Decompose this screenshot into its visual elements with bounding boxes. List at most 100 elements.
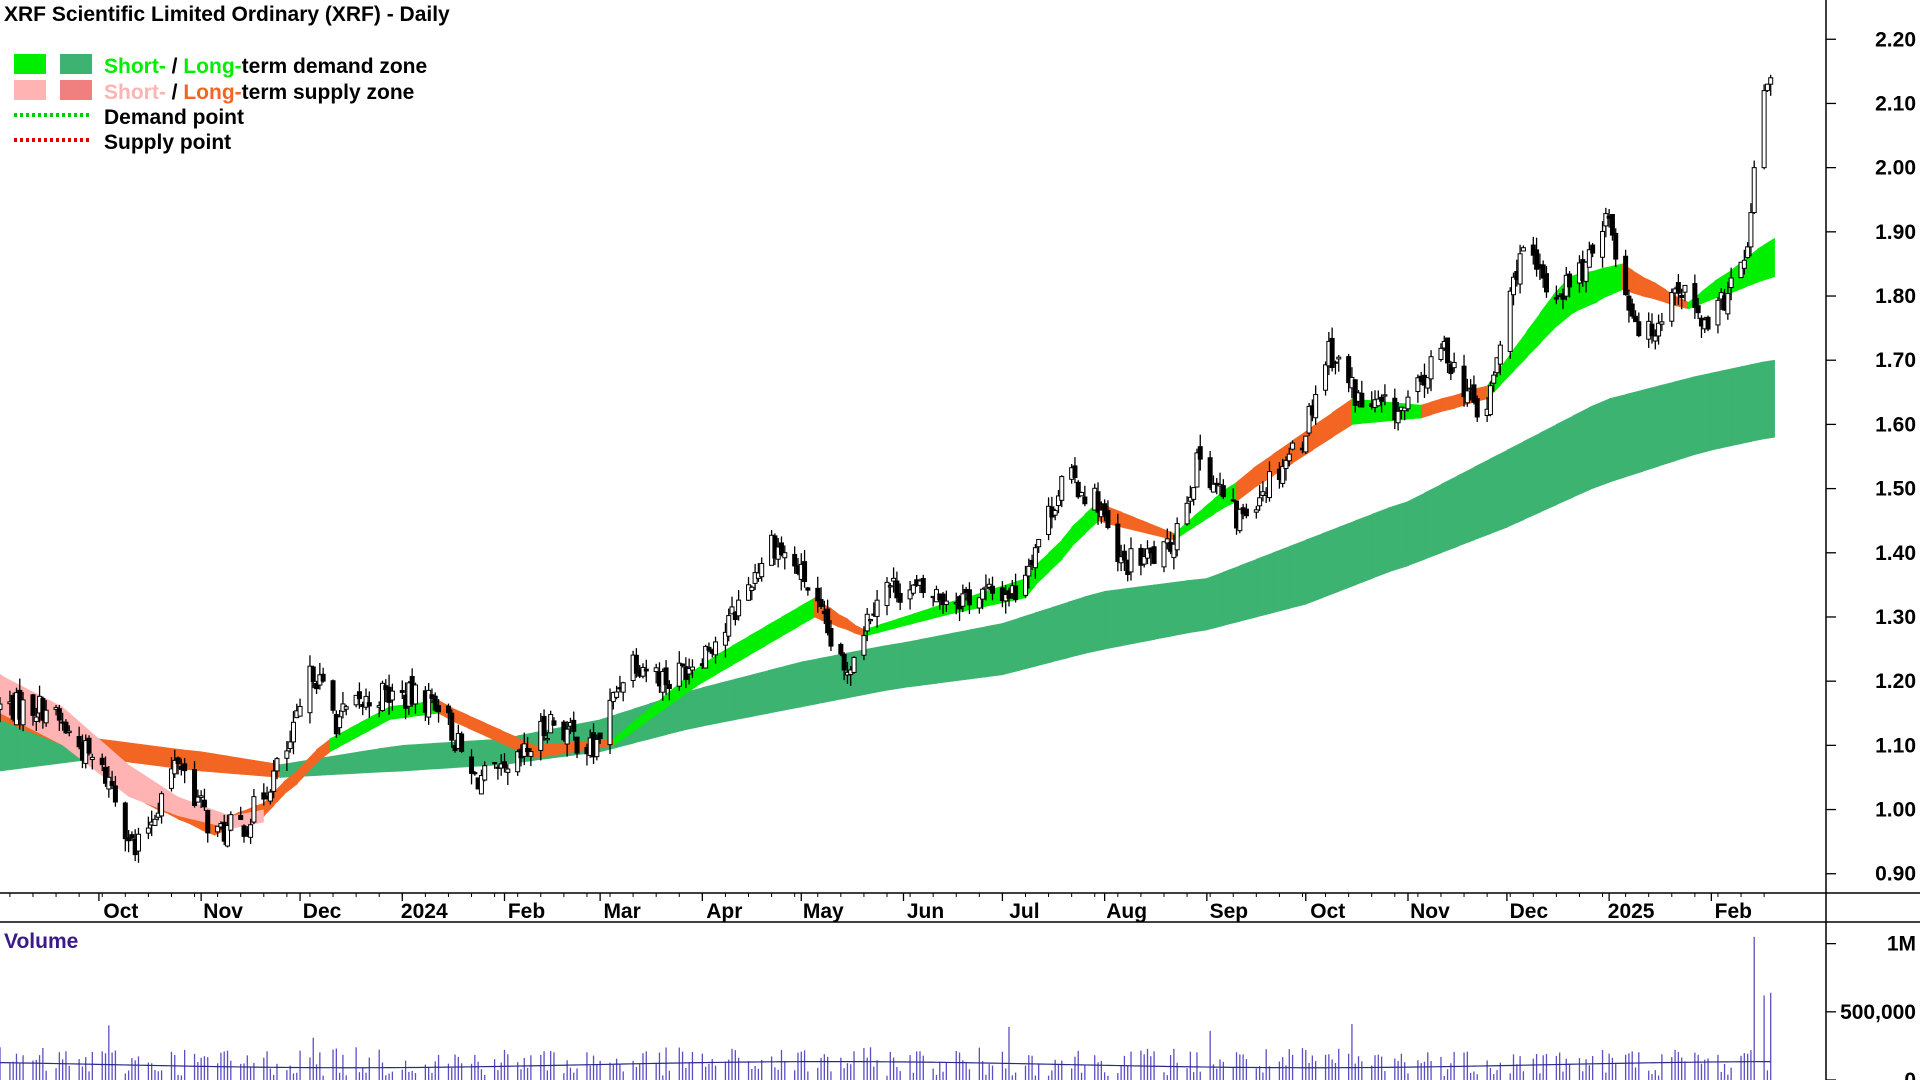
candle-body xyxy=(1567,273,1573,288)
candle-body xyxy=(1313,394,1319,419)
legend-label-part: Long- xyxy=(183,55,241,78)
x-tick-label: Aug xyxy=(1106,900,1147,923)
candle-body xyxy=(43,709,49,724)
candle-body xyxy=(620,682,626,693)
short-term-zone-segment xyxy=(296,759,308,785)
candle-body xyxy=(541,715,547,736)
candle-body xyxy=(198,795,204,798)
candle-body xyxy=(614,691,620,698)
candle-body xyxy=(838,643,844,655)
short-term-zone-segment xyxy=(1252,453,1274,490)
x-tick-label: 2025 xyxy=(1608,900,1655,923)
long-term-zone-segment xyxy=(1035,606,1053,667)
candle-body xyxy=(1046,505,1052,535)
candle-body xyxy=(1636,321,1642,337)
candle-body xyxy=(1164,538,1170,544)
candle-body xyxy=(1751,167,1757,214)
candle-body xyxy=(33,716,39,722)
long-term-zone-segment xyxy=(702,682,720,727)
candle-body xyxy=(284,750,290,759)
x-tick-label: Jul xyxy=(1009,900,1039,923)
candle-body xyxy=(469,756,475,774)
candle-body xyxy=(445,705,451,714)
long-term-zone-segment xyxy=(1272,545,1291,614)
long-term-zone-segment xyxy=(969,626,987,680)
candle-body xyxy=(1738,261,1744,279)
candle-body xyxy=(1445,337,1451,364)
candle-body xyxy=(1768,77,1774,85)
long-term-zone-segment xyxy=(1018,612,1037,671)
candle-body xyxy=(782,552,788,559)
long-term-zone-segment xyxy=(985,623,1004,678)
candle-body xyxy=(1464,390,1470,404)
long-term-zone xyxy=(0,359,1775,778)
candle-body xyxy=(1517,253,1523,285)
long-term-zone-segment xyxy=(850,648,869,698)
candle-body xyxy=(910,584,916,594)
long-term-zone-segment xyxy=(1720,368,1733,449)
candle-body xyxy=(1115,523,1121,562)
candle-body xyxy=(686,668,692,675)
long-term-zone-segment xyxy=(131,742,150,765)
candle-body xyxy=(1194,452,1200,488)
long-term-zone-segment xyxy=(800,658,819,708)
candle-body xyxy=(1497,344,1503,365)
candle-body xyxy=(1257,497,1263,507)
long-term-zone-segment xyxy=(936,632,954,684)
long-term-zone-segment xyxy=(1523,432,1541,521)
long-term-zone-segment xyxy=(319,754,341,776)
candle-body xyxy=(1336,356,1342,360)
candle-body xyxy=(1306,405,1312,434)
candle-body xyxy=(40,697,46,721)
candle-body xyxy=(884,581,890,607)
long-term-zone-segment xyxy=(1256,552,1274,618)
candle-body xyxy=(356,691,362,700)
candle-body xyxy=(1705,316,1711,330)
candle-body xyxy=(1210,483,1216,493)
short-term-zone-segment xyxy=(1048,539,1063,573)
candle-body xyxy=(56,708,62,721)
long-term-zone-segment xyxy=(339,751,361,775)
candle-body xyxy=(940,593,946,605)
short-term-zone-segment xyxy=(1236,467,1254,503)
candle-body xyxy=(366,702,372,707)
candle-body xyxy=(1623,255,1629,296)
long-term-zone-segment xyxy=(1120,586,1139,647)
long-term-zone-segment xyxy=(1371,507,1390,579)
long-term-zone-segment xyxy=(1658,381,1676,467)
long-term-zone-segment xyxy=(434,741,453,770)
candle-body xyxy=(1511,276,1517,296)
candle-body xyxy=(287,741,293,749)
candle-body xyxy=(894,580,900,599)
y-tick-label: 1.40 xyxy=(1875,542,1916,565)
candle-body xyxy=(159,793,165,817)
candle-body xyxy=(1669,292,1675,322)
candle-body xyxy=(633,654,639,674)
candle-body xyxy=(1613,232,1619,260)
long-term-zone-segment xyxy=(418,742,437,771)
long-term-zone-segment xyxy=(866,645,885,695)
candle-body xyxy=(864,613,870,632)
candle-body xyxy=(1392,397,1398,421)
candle-body xyxy=(195,796,201,803)
candle-body xyxy=(89,756,95,761)
short-term-zone-segment xyxy=(1585,269,1597,308)
candle-body xyxy=(1214,482,1220,486)
candle-body xyxy=(337,716,343,729)
candle-body xyxy=(828,627,834,647)
candle-body xyxy=(726,615,732,637)
long-supply-swatch xyxy=(60,80,92,100)
candle-body xyxy=(980,588,986,600)
candle-body xyxy=(1728,277,1734,289)
volume-tick-label: 500,000 xyxy=(1840,1001,1916,1024)
candle-body xyxy=(706,646,712,651)
candle-body xyxy=(1151,546,1157,564)
candle-body xyxy=(1346,356,1352,384)
candle-body xyxy=(1682,284,1688,293)
candle-body xyxy=(1303,435,1309,453)
long-term-zone-segment xyxy=(1239,558,1258,622)
candle-body xyxy=(891,577,897,582)
x-tick-label: Dec xyxy=(1510,900,1549,923)
candle-body xyxy=(868,619,874,622)
